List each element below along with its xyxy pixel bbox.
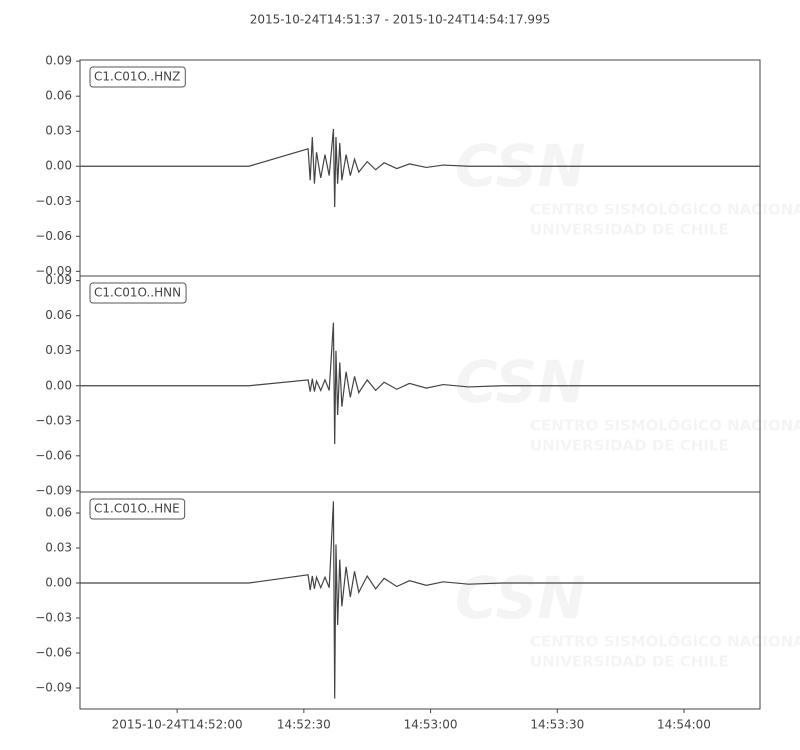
watermark-text: UNIVERSIDAD DE CHILE (530, 653, 729, 671)
y-tick-label: 0.00 (45, 576, 72, 590)
trace-label: C1.C01O..HNE (94, 502, 180, 516)
waveform (80, 322, 760, 445)
y-tick-label: −0.06 (35, 448, 72, 462)
y-tick-label: −0.03 (35, 413, 72, 427)
watermark-text: CENTRO SISMOLÓGICO NACIONAL (530, 632, 800, 651)
y-tick-label: 0.00 (45, 378, 72, 392)
y-tick-label: 0.00 (45, 159, 72, 173)
y-tick-label: 0.09 (45, 54, 72, 68)
chart-title: 2015-10-24T14:51:37 - 2015-10-24T14:54:1… (250, 13, 551, 27)
watermark-logo: CSN (455, 564, 586, 632)
plot-area (80, 128, 760, 208)
trace-label-box (89, 66, 186, 88)
x-tick-label: 14:53:30 (530, 718, 584, 732)
trace-label: C1.C01O..HNN (94, 286, 181, 300)
plot-area (80, 322, 760, 445)
y-tick-label: 0.06 (45, 308, 72, 322)
panel-frame (79, 491, 761, 710)
trace-label-box (89, 498, 186, 520)
waveform (80, 128, 760, 208)
watermark-text: UNIVERSIDAD DE CHILE (530, 437, 729, 455)
y-tick-label: −0.09 (35, 483, 72, 497)
plot-area (80, 501, 760, 699)
watermark-text: UNIVERSIDAD DE CHILE (530, 221, 729, 239)
y-tick-label: −0.03 (35, 194, 72, 208)
x-tick-label: 14:52:30 (277, 718, 331, 732)
y-tick-label: −0.09 (35, 681, 72, 695)
y-tick-label: −0.06 (35, 229, 72, 243)
trace-label-box (89, 282, 187, 304)
panel-frame (79, 275, 761, 493)
x-tick-label: 14:53:00 (404, 718, 458, 732)
y-tick-label: 0.06 (45, 506, 72, 520)
y-tick-label: −0.09 (35, 264, 72, 278)
y-tick-label: 0.03 (45, 124, 72, 138)
waveform (80, 501, 760, 699)
watermark-logo: CSN (455, 348, 586, 416)
watermark-text: CENTRO SISMOLÓGICO NACIONAL (530, 416, 800, 435)
y-tick-label: 0.03 (45, 343, 72, 357)
x-tick-label: 14:54:00 (657, 718, 711, 732)
watermark-text: CENTRO SISMOLÓGICO NACIONAL (530, 200, 800, 219)
y-tick-label: 0.03 (45, 541, 72, 555)
x-tick-label: 2015-10-24T14:52:00 (112, 718, 243, 732)
y-tick-label: 0.06 (45, 89, 72, 103)
trace-label: C1.C01O..HNZ (94, 70, 180, 84)
y-tick-label: −0.03 (35, 611, 72, 625)
y-tick-label: −0.06 (35, 646, 72, 660)
panel-frame (79, 59, 761, 277)
y-tick-label: 0.09 (45, 273, 72, 287)
